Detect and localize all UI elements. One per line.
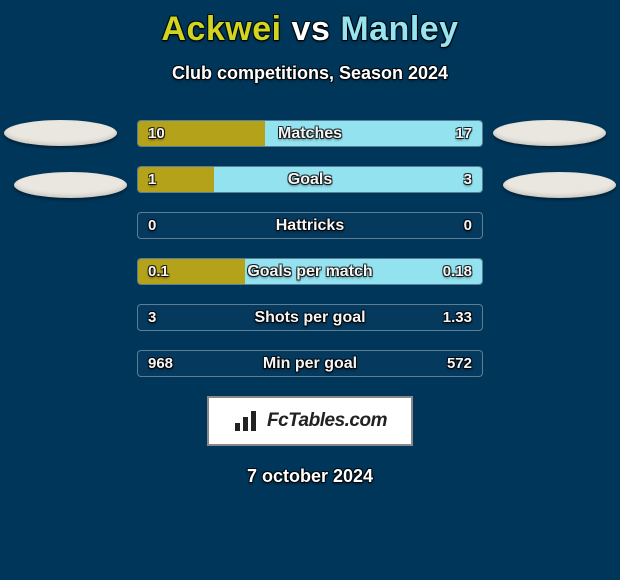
stat-label: Goals per match [138, 259, 482, 284]
stat-label: Matches [138, 121, 482, 146]
player1-name: Ackwei [161, 10, 281, 48]
stat-row: 1017Matches [137, 120, 483, 147]
stat-row: 968572Min per goal [137, 350, 483, 377]
bars-icon [233, 409, 261, 433]
stat-label: Goals [138, 167, 482, 192]
subtitle: Club competitions, Season 2024 [0, 63, 620, 84]
stat-row: 00Hattricks [137, 212, 483, 239]
logo-text: FcTables.com [267, 410, 387, 432]
stat-row: 0.10.18Goals per match [137, 258, 483, 285]
stat-label: Shots per goal [138, 305, 482, 330]
team-badge-placeholder [4, 120, 117, 146]
team-badge-placeholder [493, 120, 606, 146]
stat-row: 31.33Shots per goal [137, 304, 483, 331]
title-vs: vs [292, 10, 331, 48]
team-badge-placeholder [503, 172, 616, 198]
comparison-title: Ackwei vs Manley [0, 0, 620, 49]
snapshot-date: 7 october 2024 [0, 466, 620, 487]
stat-label: Min per goal [138, 351, 482, 376]
player2-name: Manley [340, 10, 458, 48]
team-badge-placeholder [14, 172, 127, 198]
fctables-logo: FcTables.com [207, 396, 413, 446]
stat-row: 13Goals [137, 166, 483, 193]
stat-bars: 1017Matches 13Goals 00Hattricks 0.10.18Goal… [137, 120, 483, 377]
stat-label: Hattricks [138, 213, 482, 238]
content-area: 1017Matches 13Goals 00Hattricks 0.10.18Goal… [0, 120, 620, 377]
